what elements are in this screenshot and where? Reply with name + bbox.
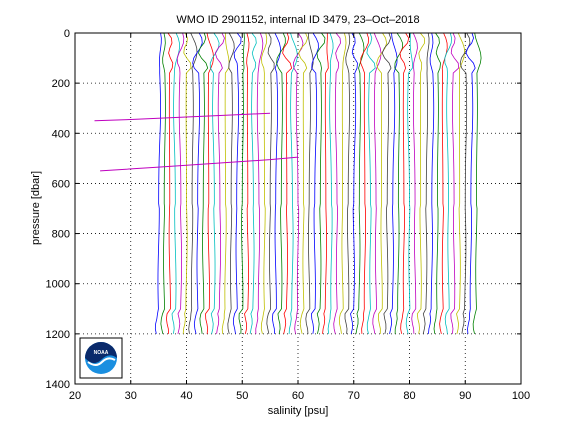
y-axis-ticks: 0 200 400 600 800 1000 1200 1400 — [46, 28, 521, 391]
profile-line — [238, 32, 245, 334]
profile-line — [360, 32, 369, 334]
profile-line — [166, 32, 174, 334]
y-tick-label: 600 — [52, 178, 70, 190]
x-tick-label: 50 — [236, 390, 248, 402]
profile-line — [344, 32, 351, 334]
profile-line — [399, 32, 410, 334]
profile-line — [333, 32, 341, 334]
profile-line — [221, 32, 230, 334]
outlier-line — [94, 112, 271, 122]
profile-line — [188, 32, 198, 334]
profile-line — [394, 32, 403, 334]
profile-lines — [154, 32, 482, 334]
y-tick-label: 800 — [52, 229, 70, 241]
profile-line — [260, 32, 268, 334]
profile-line — [433, 32, 441, 334]
profile-line — [192, 32, 203, 334]
profile-line — [411, 32, 418, 334]
y-tick-label: 1400 — [46, 379, 70, 391]
x-tick-label: 60 — [292, 390, 304, 402]
profile-line — [472, 32, 482, 334]
profile-line — [255, 32, 264, 334]
profile-line — [450, 32, 460, 334]
svg-text:NOAA: NOAA — [94, 350, 109, 356]
profile-line — [214, 32, 225, 334]
profile-line — [389, 32, 398, 334]
profile-line — [205, 32, 214, 334]
outlier-lines — [94, 112, 299, 172]
y-tick-label: 400 — [52, 128, 70, 140]
profile-line — [292, 32, 304, 334]
profile-line — [322, 32, 329, 334]
profile-line — [282, 32, 293, 334]
noaa-logo-icon: NOAA — [79, 337, 123, 379]
y-tick-label: 200 — [52, 78, 70, 90]
profile-line — [276, 32, 286, 334]
profile-line — [338, 32, 347, 334]
x-tick-label: 90 — [459, 390, 471, 402]
profile-line — [244, 32, 250, 334]
profile-line — [305, 32, 314, 334]
profile-line — [327, 32, 334, 334]
profile-line — [311, 32, 319, 334]
profile-line — [266, 32, 275, 334]
grid — [75, 33, 521, 384]
profile-line — [439, 32, 448, 334]
profile-line — [160, 32, 166, 334]
profile-line — [366, 32, 376, 334]
profile-line — [316, 32, 326, 334]
profile-line — [198, 32, 209, 334]
profile-line — [171, 32, 180, 334]
profile-line — [381, 32, 392, 334]
profile-line — [249, 32, 257, 334]
profile-line — [182, 32, 192, 334]
profile-line — [176, 32, 185, 334]
profile-line — [428, 32, 435, 334]
profile-line — [209, 32, 220, 334]
x-axis-ticks: 20 30 40 50 60 70 80 90 100 — [69, 33, 530, 402]
y-tick-label: 1200 — [46, 329, 70, 341]
profile-line — [154, 32, 162, 334]
x-tick-label: 80 — [403, 390, 415, 402]
profile-line — [416, 32, 425, 334]
profile-line — [350, 32, 358, 334]
outlier-line — [100, 156, 299, 172]
y-tick-label: 0 — [64, 28, 70, 40]
x-tick-label: 70 — [348, 390, 360, 402]
x-axis-label: salinity [psu] — [268, 405, 329, 417]
profile-line — [233, 32, 242, 334]
profile-line — [459, 32, 471, 334]
profile-line — [271, 32, 281, 334]
profile-line — [288, 32, 298, 334]
profile-line — [355, 32, 365, 334]
x-tick-label: 40 — [180, 390, 192, 402]
profile-line — [444, 32, 452, 334]
profile-line — [372, 32, 382, 334]
x-tick-label: 20 — [69, 390, 81, 402]
y-axis-label: pressure [dbar] — [30, 171, 42, 245]
profile-line — [227, 32, 235, 334]
x-tick-label: 30 — [125, 390, 137, 402]
x-tick-label: 100 — [512, 390, 530, 402]
profile-line — [422, 32, 430, 334]
chart-title: WMO ID 2901152, internal ID 3479, 23–Oct… — [176, 14, 419, 26]
y-tick-label: 1000 — [46, 279, 70, 291]
profile-line — [465, 32, 476, 334]
profile-line — [456, 32, 466, 334]
profile-line — [405, 32, 413, 334]
profile-line — [376, 32, 388, 334]
profile-line — [298, 32, 309, 334]
